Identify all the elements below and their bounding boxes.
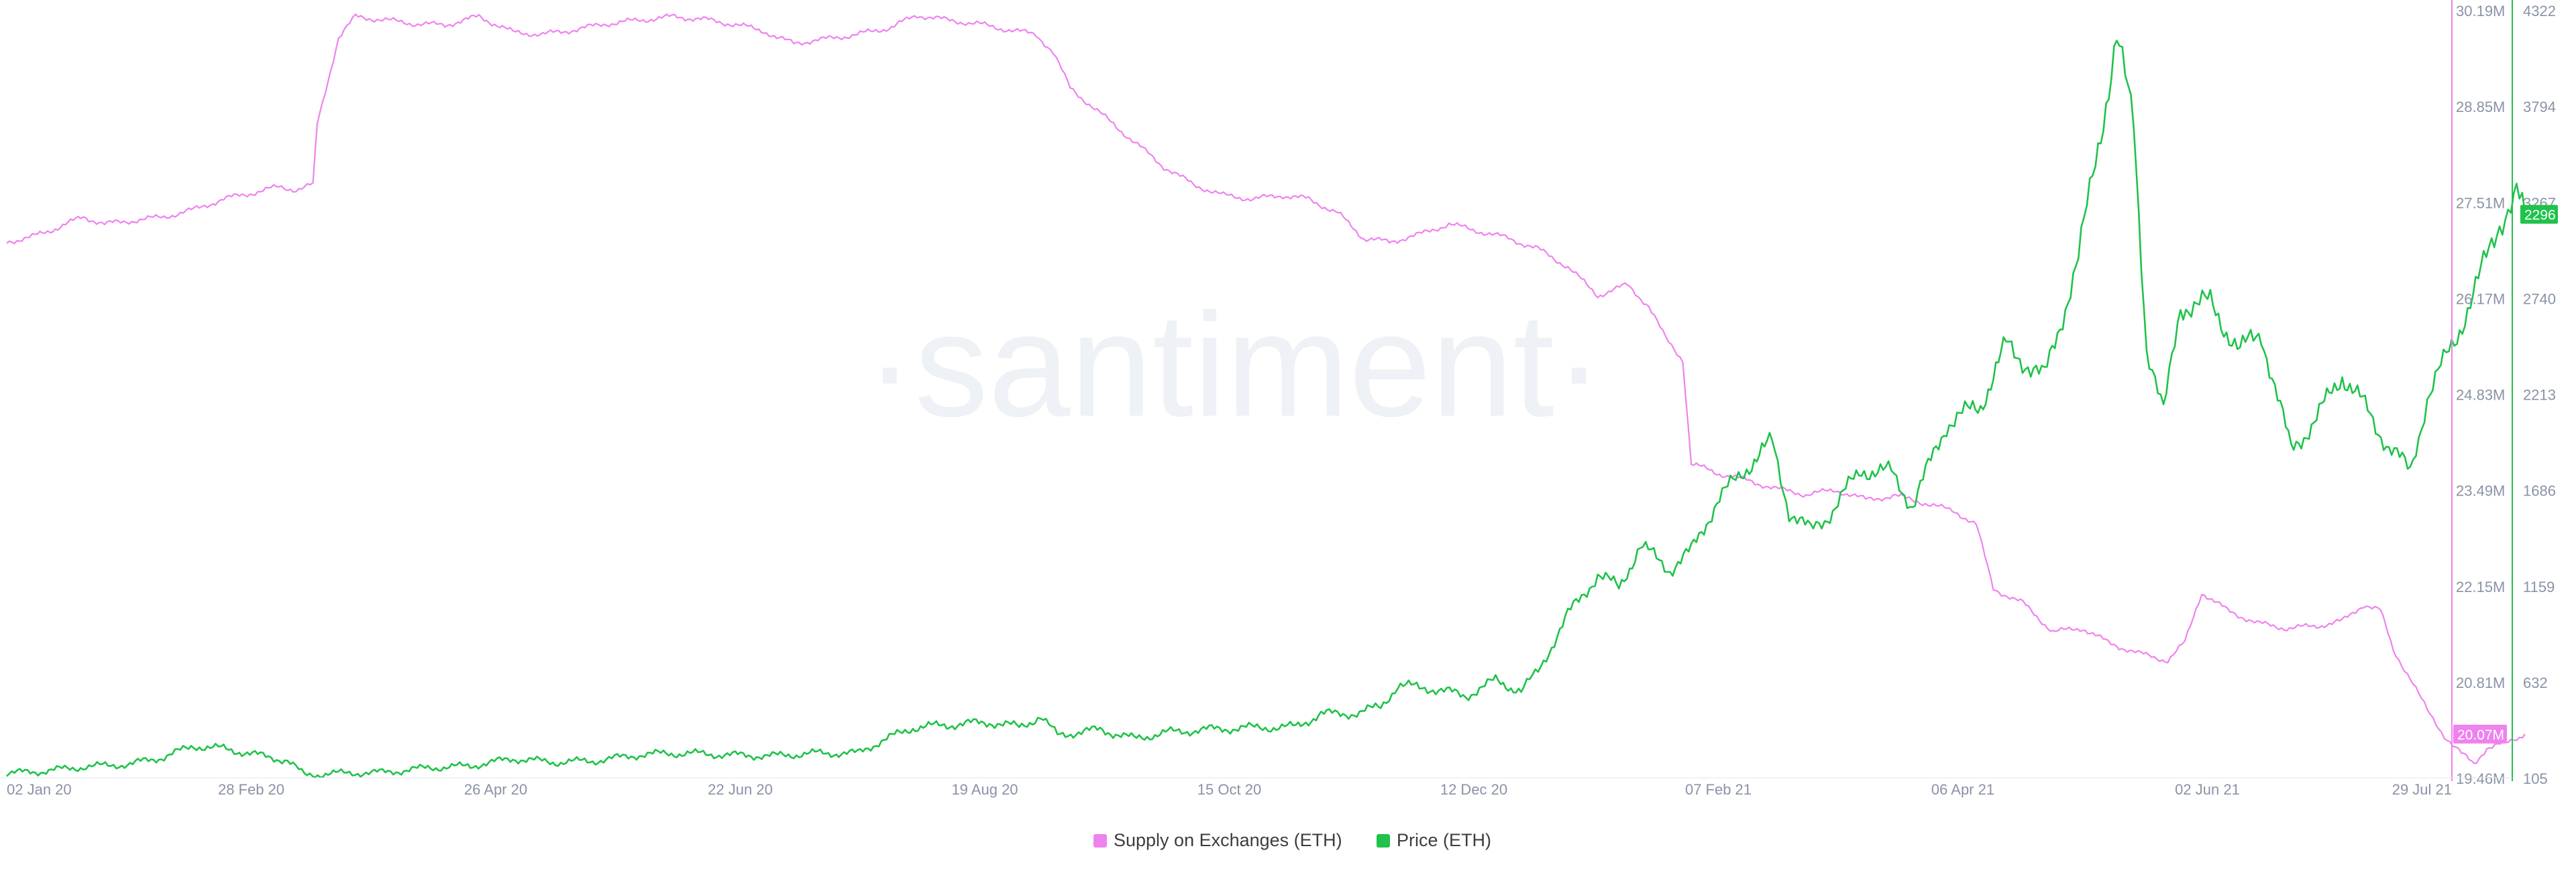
- supply-tick-label: 24.83M: [2456, 387, 2505, 404]
- series-line-price: [6, 40, 2526, 778]
- price-tick-label: 1686: [2523, 483, 2556, 500]
- supply-axis: 30.19M 28.85M 27.51M 26.17M 24.83M 23.49M 22.1…: [2451, 0, 2507, 787]
- legend-swatch-price: [1377, 834, 1390, 848]
- supply-tick-label: 23.49M: [2456, 483, 2505, 500]
- series-line-supply: [6, 13, 2526, 764]
- watermark: ·santiment·: [865, 282, 1603, 447]
- x-tick-label: 06 Apr 21: [1931, 781, 1994, 798]
- supply-tick-label: 27.51M: [2456, 194, 2505, 211]
- price-tick-label: 4322: [2523, 3, 2556, 19]
- plot-lines: [6, 13, 2526, 778]
- legend-label-price: Price (ETH): [1397, 830, 1491, 850]
- price-tick-label: 105: [2523, 770, 2548, 787]
- legend-item-price[interactable]: Price (ETH): [1377, 830, 1491, 850]
- legend-item-supply[interactable]: Supply on Exchanges (ETH): [1093, 830, 1342, 850]
- x-tick-label: 12 Dec 20: [1440, 781, 1507, 798]
- x-tick-label: 29 Jul 21: [2392, 781, 2452, 798]
- supply-current-label: 20.07M: [2457, 727, 2504, 743]
- price-tick-label: 3794: [2523, 99, 2556, 115]
- legend[interactable]: Supply on Exchanges (ETH) Price (ETH): [1093, 830, 1491, 850]
- x-axis: 02 Jan 20 28 Feb 20 26 Apr 20 22 Jun 20 19 A…: [0, 777, 2512, 798]
- x-tick-label: 02 Jun 21: [2175, 781, 2240, 798]
- price-tick-label: 1159: [2523, 579, 2555, 595]
- x-tick-label: 15 Oct 20: [1197, 781, 1261, 798]
- supply-tick-label: 20.81M: [2456, 675, 2505, 691]
- x-tick-label: 02 Jan 20: [7, 781, 72, 798]
- price-current-badge: [2520, 205, 2558, 224]
- price-tick-label: 632: [2523, 675, 2548, 691]
- supply-current-badge: [2453, 724, 2507, 744]
- supply-tick-label: 22.15M: [2456, 579, 2505, 595]
- x-tick-label: 19 Aug 20: [951, 781, 1018, 798]
- legend-swatch-supply: [1093, 834, 1107, 848]
- supply-tick-label: 30.19M: [2456, 3, 2505, 19]
- x-tick-label: 22 Jun 20: [708, 781, 773, 798]
- price-tick-label: 2213: [2523, 387, 2556, 404]
- x-tick-label: 26 Apr 20: [464, 781, 527, 798]
- price-tick-label: 2740: [2523, 290, 2556, 307]
- price-current-label: 2296: [2524, 208, 2556, 223]
- supply-tick-label: 19.46M: [2456, 770, 2505, 787]
- x-tick-label: 28 Feb 20: [218, 781, 284, 798]
- supply-tick-label: 28.85M: [2456, 99, 2505, 115]
- supply-tick-label: 26.17M: [2456, 290, 2505, 307]
- legend-label-supply: Supply on Exchanges (ETH): [1114, 830, 1342, 850]
- x-tick-label: 07 Feb 21: [1685, 781, 1752, 798]
